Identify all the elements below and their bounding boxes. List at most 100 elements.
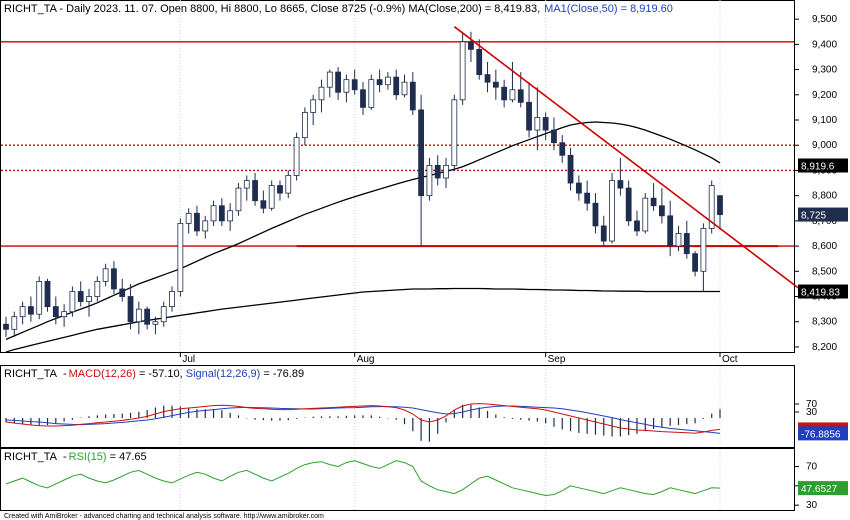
y-tick-label: 8,500	[812, 266, 837, 277]
x-tick-label: Jul	[182, 354, 195, 365]
candle-down	[28, 306, 34, 315]
ma200-line	[5, 287, 720, 353]
price-header-summary: - Daily 2023. 11. 07. Open 8800, Hi 8800…	[56, 3, 408, 15]
value-tag	[798, 284, 848, 299]
y-tick-label: 9,100	[812, 115, 837, 126]
candle-up	[534, 117, 541, 131]
price-pane	[0, 0, 795, 353]
candle-down	[492, 81, 499, 88]
candle-down	[584, 192, 591, 204]
signal-value: = -76.89	[260, 368, 304, 380]
trendline	[453, 26, 804, 293]
candle-down	[476, 48, 483, 76]
value-tag	[798, 426, 848, 441]
value-tag-label: 8,419.83	[801, 288, 840, 299]
candle-up	[318, 86, 325, 101]
macd-header: RICHT_TA - MACD(12,26) = -57.10, Signal(12…	[4, 368, 304, 380]
candle-down	[3, 323, 9, 330]
candle-up	[152, 321, 159, 325]
macd-line	[5, 403, 721, 434]
downtrend-line	[453, 26, 804, 293]
y-tick-label: 30	[806, 500, 818, 511]
candle-up	[268, 185, 275, 209]
candle-down	[218, 205, 225, 222]
candle-down	[52, 306, 59, 318]
candle-down	[683, 233, 690, 255]
macd-histogram	[5, 404, 721, 442]
candle-up	[451, 99, 458, 166]
candle-up	[368, 79, 375, 108]
candle-up	[160, 306, 167, 323]
candle-down	[44, 280, 51, 308]
value-tag	[798, 481, 848, 496]
time-axis: JulAugSepOctNov	[179, 352, 738, 365]
candle-down	[335, 71, 341, 93]
candle-up	[385, 76, 391, 86]
signal-line	[5, 405, 721, 434]
candle-up	[310, 99, 317, 113]
candle-down	[111, 268, 117, 290]
candle-down	[252, 180, 258, 202]
candle-up	[94, 280, 101, 297]
candle-up	[675, 233, 682, 247]
candle-up	[227, 210, 234, 222]
value-tag-label: 8,919.6	[801, 161, 835, 172]
price-axis: 8,2008,3008,4008,5008,6008,7008,8008,900…	[794, 14, 837, 353]
candle-down	[501, 86, 508, 101]
candle-up	[343, 79, 350, 93]
candle-up	[135, 308, 142, 323]
candle-down	[650, 197, 657, 207]
candle-down	[277, 185, 283, 194]
y-tick-label: 8,300	[812, 317, 837, 328]
x-tick-label: Aug	[357, 354, 375, 365]
value-tag-label: 8,725	[801, 211, 826, 222]
price-header: RICHT_TA - Daily 2023. 11. 07. Open 8800…	[4, 3, 673, 15]
candle-up	[609, 180, 615, 242]
candle-up	[202, 220, 209, 232]
ma200-label: MA(Close,200) = 8,419.83,	[408, 3, 540, 15]
macd-header-dash: -	[63, 368, 67, 380]
candle-up	[235, 187, 242, 212]
y-tick-label: 9,400	[812, 39, 837, 50]
candle-down	[351, 79, 358, 91]
candle-down	[625, 187, 632, 222]
candle-down	[484, 74, 491, 83]
candle-down	[468, 41, 474, 50]
candle-up	[102, 268, 109, 282]
value-tag	[798, 158, 848, 173]
candle-down	[409, 81, 416, 111]
candle-down	[393, 76, 400, 96]
candle-down	[567, 154, 574, 184]
candle-up	[177, 222, 184, 292]
y-tick-label: 9,200	[812, 90, 837, 101]
candle-down	[692, 253, 698, 272]
candle-down	[600, 225, 607, 242]
candle-up	[169, 291, 175, 308]
macd-header-symbol: RICHT_TA	[4, 368, 58, 380]
rsi-header-dash: -	[63, 451, 67, 463]
y-tick-label: 30	[806, 407, 818, 418]
x-tick-label: Sep	[548, 354, 566, 365]
rsi-header-symbol: RICHT_TA	[4, 451, 58, 463]
candle-down	[542, 117, 549, 131]
rsi-tags: 47.6527	[798, 481, 848, 496]
candle-down	[144, 308, 151, 325]
candle-up	[326, 71, 333, 88]
price-tags: 8,919.6 8,725 8,419.83	[798, 158, 848, 299]
candle-down	[575, 182, 582, 194]
y-tick-label: 70	[806, 462, 818, 473]
candle-down	[376, 79, 383, 86]
candle-down	[559, 142, 566, 156]
candle-down	[434, 164, 441, 179]
candle-down	[517, 89, 524, 103]
candle-down	[119, 288, 126, 297]
candle-up	[86, 296, 92, 302]
candle-down	[77, 291, 84, 302]
candle-up	[293, 137, 300, 176]
candle-up	[459, 41, 466, 101]
candle-up	[243, 180, 250, 189]
candle-down	[592, 202, 599, 227]
rsi-value: = 47.65	[107, 451, 147, 463]
candle-up	[509, 89, 516, 101]
